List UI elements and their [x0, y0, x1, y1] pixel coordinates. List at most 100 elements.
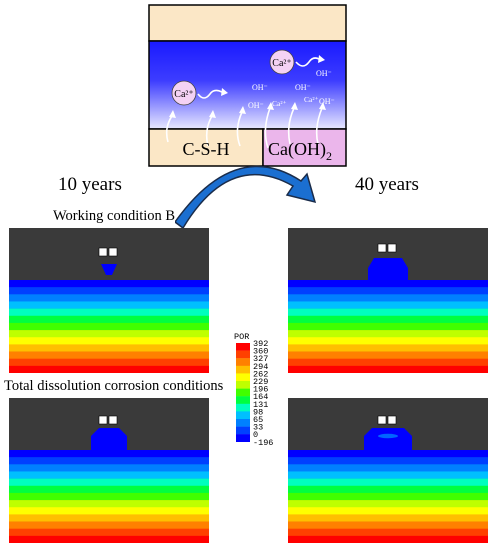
legend-value: 360: [253, 347, 268, 357]
por-band: [9, 358, 209, 367]
por-band: [9, 457, 209, 465]
por-band: [288, 450, 488, 458]
legend-swatch: [236, 381, 250, 389]
por-band: [9, 287, 209, 295]
calcium-ion-label: Ca²⁺: [272, 58, 291, 69]
por-band: [288, 485, 488, 494]
foundation-marker: [108, 247, 118, 257]
por-band: [288, 322, 488, 331]
migration-arrowheads: [169, 55, 326, 118]
por-band: [9, 507, 209, 515]
hydroxide-ion: OH⁻: [319, 97, 335, 106]
legend-value: 229: [253, 377, 268, 387]
contour-panel-b-10-years: [9, 228, 209, 373]
csh-label: C-S-H: [182, 139, 229, 159]
legend-value: 0: [253, 430, 258, 440]
por-band: [9, 322, 209, 331]
contour-panel-total-10-years: [9, 398, 209, 543]
por-band: [9, 464, 209, 472]
hydroxide-ion: OH⁻: [252, 83, 268, 92]
hydroxide-ion: OH⁻: [295, 83, 311, 92]
legend-swatch: [236, 365, 250, 374]
por-band: [9, 308, 209, 317]
por-band: [9, 344, 209, 352]
legend-value: 98: [253, 407, 263, 417]
legend-swatch: [236, 343, 250, 351]
legend-value: 392: [253, 339, 268, 349]
por-band: [288, 500, 488, 508]
dissolution-schematic: Ca²⁺ Ca²⁺ OH⁻ OH⁻ OH⁻ OH⁻ OH⁻ Ca²⁺ Ca²⁺ …: [148, 4, 347, 167]
migration-arrows: [165, 57, 323, 149]
por-band: [288, 514, 488, 522]
por-band: [288, 294, 488, 302]
legend-value: 327: [253, 354, 268, 364]
por-band: [288, 330, 488, 338]
legend-value: 262: [253, 369, 268, 379]
legend-swatch: [236, 434, 250, 442]
por-band: [9, 535, 209, 543]
foundation-marker: [377, 415, 387, 425]
por-band: [288, 492, 488, 501]
legend-swatch: [236, 373, 250, 382]
foundation-marker: [377, 243, 387, 253]
calcium-ion-circle: [171, 80, 197, 106]
legend-swatch: [236, 426, 250, 435]
label-total-dissolution: Total dissolution corrosion conditions: [4, 378, 224, 394]
por-band: [9, 478, 209, 487]
legend-swatch: [236, 396, 250, 404]
por-band: [288, 337, 488, 345]
foundation-marker: [98, 247, 108, 257]
legend-value: 65: [253, 415, 263, 425]
por-band: [9, 330, 209, 338]
calcium-ion-label: Ca²⁺: [174, 89, 193, 100]
legend-value: 33: [253, 423, 263, 433]
hydroxide-ion: OH⁻: [316, 69, 332, 78]
por-band: [9, 337, 209, 345]
por-band: [288, 478, 488, 487]
legend-value: 131: [253, 400, 268, 410]
legend-value: -196: [253, 438, 273, 445]
calcium-ion-small: Ca²⁺: [304, 95, 319, 104]
top-layer: [148, 4, 347, 42]
label-40-years: 40 years: [355, 174, 419, 195]
por-band: [9, 351, 209, 359]
legend-value: 196: [253, 385, 268, 395]
por-band: [9, 450, 209, 458]
por-band: [288, 471, 488, 479]
por-band: [288, 528, 488, 537]
legend-value: 164: [253, 392, 268, 402]
por-band: [288, 308, 488, 317]
por-band: [9, 528, 209, 537]
por-band: [288, 365, 488, 373]
por-band: [9, 315, 209, 324]
por-band: [9, 500, 209, 508]
caoh2-block: [262, 128, 347, 167]
por-band: [288, 457, 488, 465]
por-band: [9, 294, 209, 302]
legend-value: 294: [253, 362, 268, 372]
curved-arrow: [175, 165, 317, 230]
calcium-ion-circle: [269, 49, 295, 75]
legend-swatches: [236, 343, 250, 442]
foundation-marker: [108, 415, 118, 425]
por-band: [9, 365, 209, 373]
foundation-marker: [387, 415, 397, 425]
por-band: [9, 471, 209, 479]
por-band: [288, 351, 488, 359]
legend-swatch: [236, 350, 250, 359]
por-bands: [9, 280, 209, 373]
por-band: [288, 464, 488, 472]
por-band: [288, 287, 488, 295]
por-band: [288, 521, 488, 529]
por-bands: [288, 450, 488, 543]
legend-swatch: [236, 411, 250, 420]
por-band: [9, 514, 209, 522]
por-band: [9, 521, 209, 529]
legend-swatch: [236, 388, 250, 397]
por-band: [288, 535, 488, 543]
legend-swatch: [236, 403, 250, 412]
por-band: [288, 358, 488, 367]
por-bands: [9, 450, 209, 543]
por-band: [288, 344, 488, 352]
por-band: [288, 280, 488, 288]
